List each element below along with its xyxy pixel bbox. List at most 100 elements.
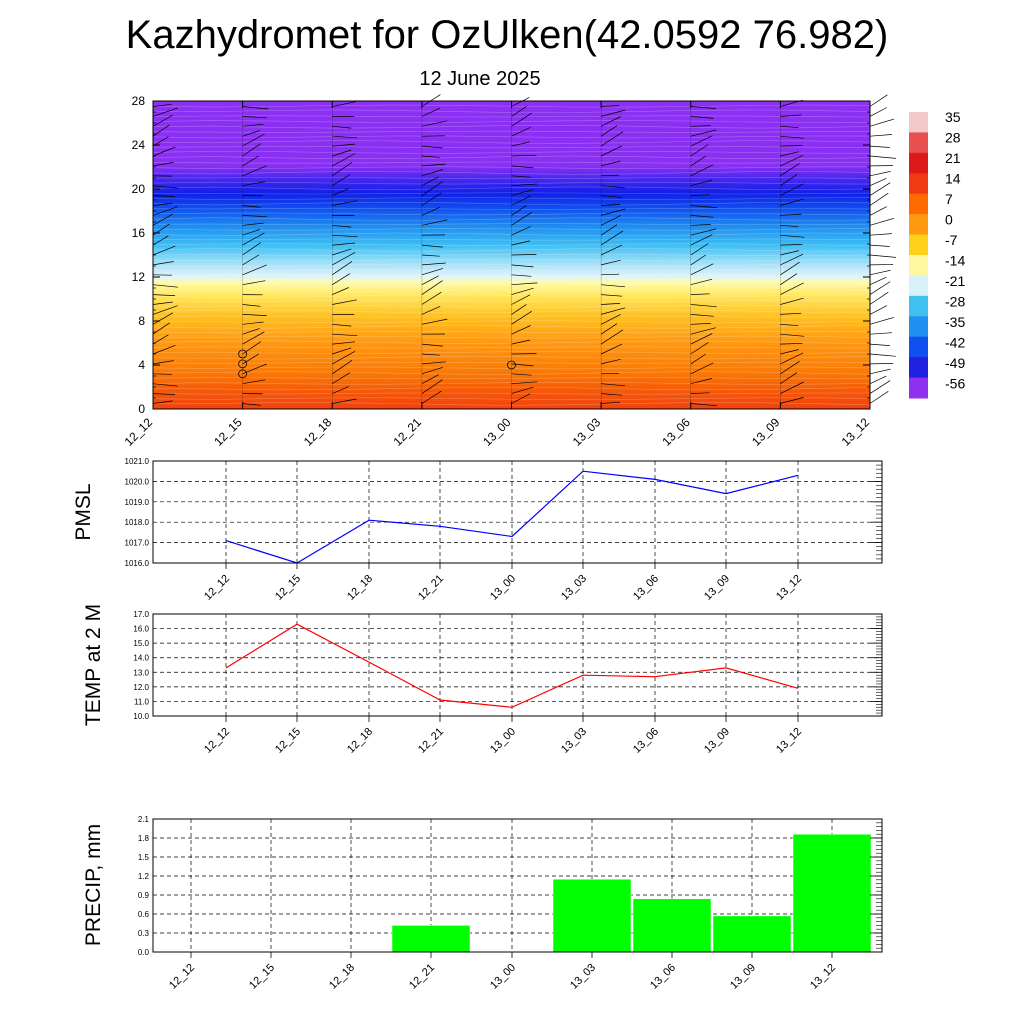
wind-barb [332, 341, 356, 345]
wind-barb [690, 362, 714, 375]
wind-barb [152, 344, 176, 355]
wind-barb [780, 198, 804, 206]
wind-barb [332, 248, 352, 256]
wind-barb [332, 149, 352, 157]
contour-line [152, 140, 871, 144]
contour-line [152, 361, 871, 364]
wind-barb [421, 163, 446, 167]
contour-line [152, 351, 871, 354]
wind-barb [690, 378, 713, 385]
wind-barb [869, 244, 890, 247]
y-tick-label: 12 [132, 270, 146, 284]
wind-barb [869, 192, 889, 206]
plot-frame [152, 460, 883, 564]
wind-barb [869, 118, 895, 127]
wind-barb [780, 125, 799, 128]
wind-barb [869, 380, 891, 394]
colorbar-label: -49 [945, 355, 965, 371]
colorbar-label: -35 [945, 314, 965, 330]
y-tick-label: 0.6 [138, 910, 150, 919]
contour-line [152, 274, 871, 277]
wind-barb [332, 350, 356, 365]
wind-barb [511, 212, 532, 226]
wind-barb [600, 343, 623, 355]
wind-barb [242, 222, 264, 226]
wind-barb [152, 103, 172, 107]
wind-barb [511, 126, 531, 137]
colorbar-swatch [909, 193, 928, 215]
y-axis-title: TEMP at 2 M [82, 604, 105, 726]
x-tick-label: 12_15 [273, 573, 303, 603]
contour-line [152, 161, 871, 164]
wind-barb [601, 185, 626, 189]
wind-barb [421, 145, 443, 149]
wind-barb [242, 403, 261, 406]
contour-line [152, 381, 871, 385]
wind-barb [780, 333, 805, 337]
wind-barb [511, 381, 538, 385]
contour-line [152, 258, 871, 262]
wind-barb [780, 312, 802, 315]
wind-barb [780, 244, 803, 246]
contour-line [152, 331, 871, 333]
colorbar-swatch [909, 132, 928, 154]
y-tick-label: 1018.0 [125, 518, 150, 527]
wind-barb [152, 185, 178, 189]
wind-barb [421, 374, 439, 385]
y-tick-label: 4 [138, 358, 145, 372]
wind-barb [152, 301, 173, 305]
wind-barb [332, 224, 352, 228]
wind-barb [421, 254, 440, 257]
wind-barb [690, 304, 717, 308]
x-tick-label: 13_06 [648, 962, 678, 992]
wind-barb [601, 401, 621, 404]
wind-barb [869, 317, 895, 325]
contour-line [152, 248, 871, 252]
wind-barb [421, 206, 441, 216]
wind-barb [869, 254, 896, 258]
wind-barb [421, 192, 442, 206]
wind-barb [869, 368, 891, 375]
wind-barb [511, 264, 534, 268]
x-tick-label: 13_03 [559, 726, 589, 756]
y-tick-label: 15.0 [133, 639, 149, 648]
wind-barb [511, 386, 534, 394]
x-tick-label: 13_12 [774, 726, 804, 756]
colorbar: 35 28 21 14 7 0 -7 -14 -21 -28 -35 -42 -49 -56 [909, 109, 965, 399]
wind-barb [601, 284, 626, 288]
wind-barb [690, 234, 713, 246]
contour-line [152, 109, 871, 113]
wind-barb [690, 228, 717, 236]
wind-barb [152, 114, 174, 127]
contour-line [152, 340, 871, 344]
contour-line [152, 325, 871, 329]
wind-barb [869, 269, 891, 276]
wind-barb [421, 120, 448, 127]
y-tick-label: 24 [132, 138, 146, 152]
y-tick-label: 1.5 [138, 853, 150, 862]
wind-barb [511, 154, 537, 157]
wind-barb [332, 125, 352, 129]
y-tick-label: 0.9 [138, 891, 150, 900]
wind-barb [690, 342, 709, 355]
wind-barb [421, 262, 446, 266]
wind-barb [332, 299, 357, 305]
x-tick-label: 12_12 [122, 415, 156, 449]
wind-barb [690, 205, 717, 208]
x-tick-label: 13_00 [488, 962, 518, 992]
x-tick-label: 13_12 [839, 415, 873, 449]
wind-barb [152, 206, 178, 216]
colorbar-label: -21 [945, 273, 965, 289]
contour-line [152, 238, 871, 241]
wind-barb [242, 123, 264, 127]
colorbar-swatch [909, 377, 928, 399]
contour-line [152, 223, 871, 226]
y-tick-label: 1021.0 [125, 457, 150, 466]
wind-barb [511, 195, 531, 206]
wind-barb [421, 318, 448, 325]
y-tick-label: 0.0 [138, 948, 150, 957]
wind-barb [780, 273, 798, 285]
wind-barb [869, 233, 892, 236]
wind-barb [421, 268, 444, 276]
wind-barb [601, 383, 626, 387]
